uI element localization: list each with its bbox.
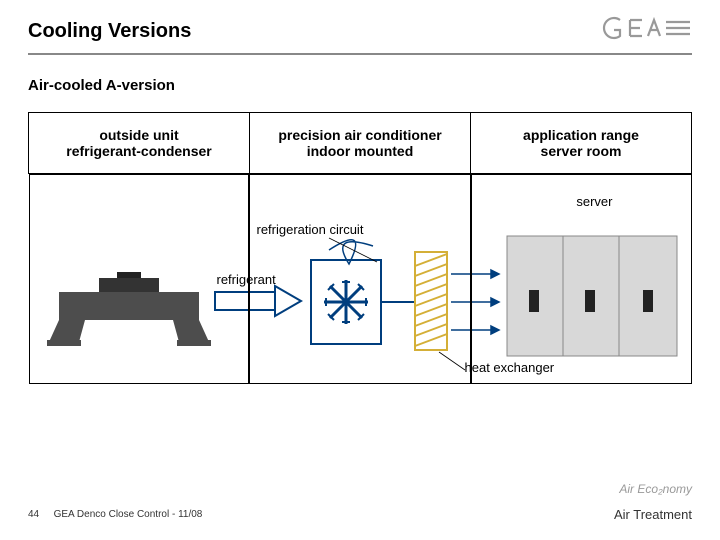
refrigerant-pipe-icon (215, 286, 301, 316)
server-rack-icon (507, 236, 677, 356)
airflow-arrows-icon (451, 270, 499, 334)
cooling-diagram: server refrigeration circuit refrigerant… (29, 174, 691, 384)
layout-table: outside unitrefrigerant-condenser precis… (28, 112, 692, 384)
gea-logo (602, 14, 692, 47)
heat-exchanger-label: heat exchanger (465, 360, 555, 375)
col-header-1: precision air conditionerindoor mounted (250, 113, 471, 174)
heat-exchanger-icon (415, 252, 447, 350)
indoor-unit-icon (311, 240, 381, 344)
condenser-icon (47, 272, 211, 346)
col-header-0: outside unitrefrigerant-condenser (29, 113, 250, 174)
page-title: Cooling Versions (28, 20, 692, 43)
server-label: server (576, 194, 612, 209)
circuit-label: refrigeration circuit (257, 222, 364, 237)
footer-text: GEA Denco Close Control - 11/08 (54, 509, 203, 520)
footer-right: Air Treatment (614, 507, 692, 522)
refrigerant-label: refrigerant (217, 272, 276, 287)
subtitle: Air-cooled A-version (28, 77, 692, 94)
eco-brand: Air Eco₂nomy (619, 482, 692, 496)
page-number: 44 (28, 509, 39, 520)
col-header-2: application rangeserver room (471, 113, 692, 174)
divider (28, 53, 692, 55)
